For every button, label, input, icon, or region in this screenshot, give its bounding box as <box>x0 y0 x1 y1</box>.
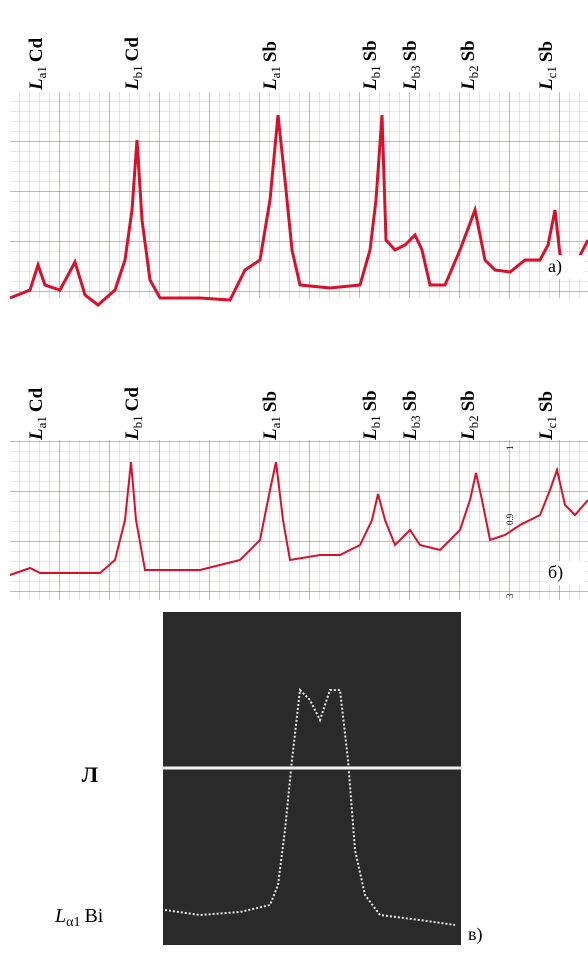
subscript: b2 <box>466 65 481 78</box>
line-label: Lb3 Sb <box>400 390 423 441</box>
panel-letter-box <box>464 923 504 947</box>
spectrum-trace <box>9 461 588 576</box>
symbol: L <box>458 428 479 441</box>
subscript: c1 <box>544 416 559 428</box>
subscript: b3 <box>408 415 423 428</box>
symbol: L <box>400 78 421 91</box>
element: Sb <box>260 391 281 412</box>
element: Sb <box>400 390 421 411</box>
element: Sb <box>400 40 421 61</box>
line-label: Lb2 Sb <box>458 40 481 91</box>
subscript: α1 <box>66 915 80 930</box>
oscillogram <box>163 612 461 945</box>
symbol: L <box>26 78 47 91</box>
symbol: L <box>26 428 47 441</box>
line-label: Lb3 Sb <box>400 40 423 91</box>
line-label: Lα1 Bi <box>54 905 104 930</box>
element: Sb <box>536 41 557 62</box>
symbol: L <box>458 78 479 91</box>
subscript: b2 <box>466 415 481 428</box>
line-label: Lb1 Sb <box>360 40 383 91</box>
symbol: L <box>400 428 421 441</box>
line-label: La1 Cd <box>26 387 49 441</box>
grid-mark: 0.9 <box>505 513 515 525</box>
grid-paper <box>10 440 588 600</box>
line-label: Lb1 Sb <box>360 390 383 441</box>
grid-mark: 1 <box>505 446 515 451</box>
line-label: Lb1 Cd <box>122 387 145 441</box>
panel-letter: а) <box>548 256 562 277</box>
panel-letter-box <box>544 561 584 585</box>
panel-letter-box <box>544 255 584 279</box>
panel-letter: б) <box>548 562 563 583</box>
line-label: La1 Sb <box>260 41 283 91</box>
line-label: La1 Cd <box>26 37 49 91</box>
symbol: L <box>54 905 66 927</box>
symbol: L <box>260 428 281 441</box>
element: Cd <box>26 387 47 412</box>
spectrum-trace <box>9 114 588 307</box>
subscript: b1 <box>130 415 145 428</box>
subscript: b1 <box>368 65 383 78</box>
element: Sb <box>458 40 479 61</box>
subscript: a1 <box>34 416 49 428</box>
symbol: L <box>536 78 557 91</box>
element: Cd <box>26 37 47 62</box>
element: Cd <box>122 387 143 412</box>
oscillogram-trace <box>164 687 456 926</box>
line-label: Lc1 Sb <box>536 41 559 91</box>
symbol: L <box>360 428 381 441</box>
marker-label: Л <box>82 762 99 787</box>
subscript: a1 <box>268 416 283 428</box>
line-label: Lb1 Cd <box>122 37 145 91</box>
element: Sb <box>360 40 381 61</box>
subscript: b3 <box>408 65 423 78</box>
grid-paper <box>10 92 588 298</box>
element: Sb <box>260 41 281 62</box>
subscript: b1 <box>368 415 383 428</box>
element: Sb <box>458 390 479 411</box>
symbol: L <box>536 428 557 441</box>
element: Sb <box>536 391 557 412</box>
subscript: c1 <box>544 66 559 78</box>
subscript: a1 <box>34 66 49 78</box>
subscript: b1 <box>130 65 145 78</box>
line-label: Lb2 Sb <box>458 390 481 441</box>
element: Bi <box>84 905 103 927</box>
symbol: L <box>360 78 381 91</box>
grid-mark: 3 <box>505 593 515 598</box>
symbol: L <box>260 78 281 91</box>
line-label: La1 Sb <box>260 391 283 441</box>
symbol: L <box>122 428 143 441</box>
subscript: a1 <box>268 66 283 78</box>
symbol: L <box>122 78 143 91</box>
line-label: Lc1 Sb <box>536 391 559 441</box>
element: Cd <box>122 37 143 62</box>
panel-letter: в) <box>468 924 483 945</box>
element: Sb <box>360 390 381 411</box>
